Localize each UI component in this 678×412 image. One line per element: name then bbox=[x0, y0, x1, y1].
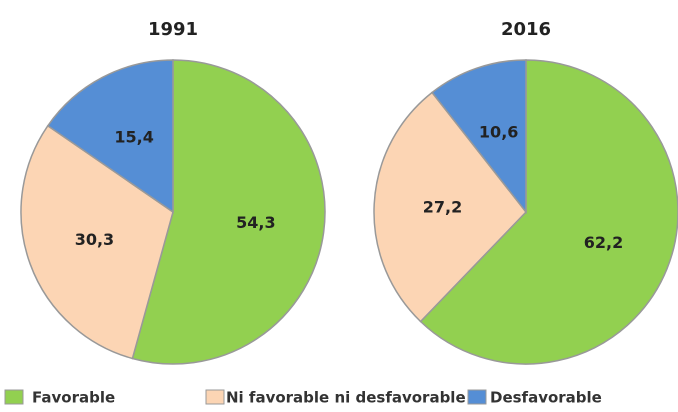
pie-slice bbox=[20, 124, 174, 360]
data-label: 30,3 bbox=[75, 230, 114, 249]
pie-slice bbox=[131, 59, 326, 365]
legend-swatch bbox=[467, 389, 487, 405]
pie-slice bbox=[373, 91, 527, 323]
legend-label: Favorable bbox=[32, 389, 115, 407]
data-label: 10,6 bbox=[479, 122, 518, 141]
pie-slice bbox=[431, 59, 527, 215]
legend-label: Desfavorable bbox=[490, 389, 602, 407]
data-label: 62,2 bbox=[584, 233, 623, 252]
pie-slice bbox=[419, 59, 678, 365]
chart-title: 1991 bbox=[148, 19, 198, 40]
legend-label: Ni favorable ni desfavorable bbox=[226, 389, 466, 407]
data-label: 54,3 bbox=[236, 213, 275, 232]
pie-slice bbox=[46, 59, 174, 214]
legend-swatch bbox=[205, 389, 225, 405]
data-label: 15,4 bbox=[114, 127, 153, 146]
legend-swatch bbox=[4, 389, 24, 405]
data-label: 27,2 bbox=[423, 197, 462, 216]
chart-title: 2016 bbox=[501, 19, 551, 40]
